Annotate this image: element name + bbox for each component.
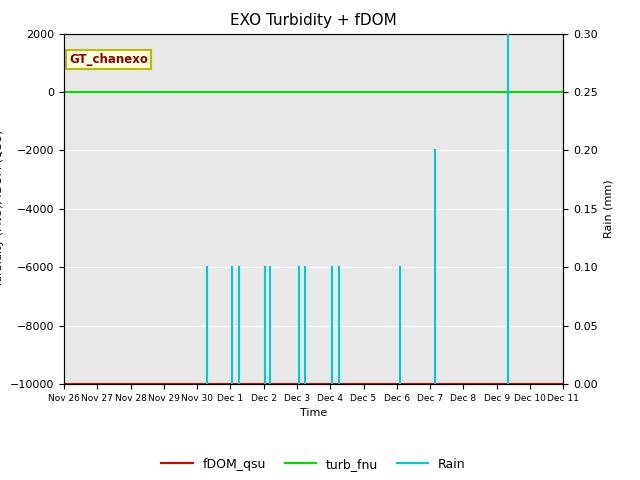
Title: EXO Turbidity + fDOM: EXO Turbidity + fDOM [230,13,397,28]
Y-axis label: Rain (mm): Rain (mm) [604,180,613,238]
Y-axis label: Turbidity (FNU), fDOM (QSU): Turbidity (FNU), fDOM (QSU) [0,130,4,288]
Text: GT_chanexo: GT_chanexo [69,53,148,66]
X-axis label: Time: Time [300,408,327,418]
Legend: fDOM_qsu, turb_fnu, Rain: fDOM_qsu, turb_fnu, Rain [156,453,471,476]
